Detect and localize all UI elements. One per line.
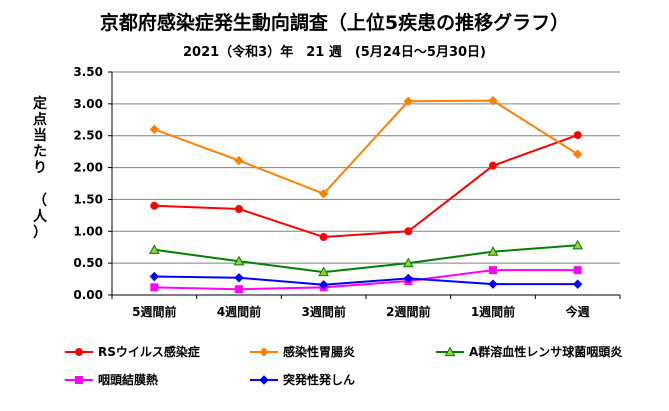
y-tick-label: 2.50 (73, 129, 103, 143)
x-tick-label: 1週間前 (471, 304, 515, 319)
chart-subtitle: 2021（令和3）年 21 週 (5月24日～5月30日) (183, 45, 486, 60)
legend-item: 感染性胃腸炎 (250, 344, 355, 359)
chart-title: 京都府感染症発生動向調査（上位5疾患の推移グラフ） (99, 12, 570, 34)
legend-item: 咽頭結膜熱 (65, 372, 158, 387)
y-tick-label: 2.00 (73, 161, 103, 175)
legend-label: 突発性発しん (283, 372, 355, 387)
data-point (235, 204, 243, 213)
legend-label: 咽頭結膜熱 (98, 372, 158, 387)
series-line (154, 275, 578, 286)
data-point (150, 201, 159, 210)
data-point (318, 280, 329, 290)
data-point (234, 155, 244, 166)
legend-label: 感染性胃腸炎 (283, 344, 355, 359)
y-tick-labels: 0.00 0.50 1.00 1.50 2.00 2.50 3.00 3.50 (73, 65, 103, 302)
data-point (572, 239, 584, 250)
series-line (154, 244, 578, 274)
data-point (573, 131, 582, 140)
y-tick-label: 1.50 (73, 192, 103, 206)
grid-lines (108, 71, 620, 296)
data-point (318, 266, 330, 277)
y-axis-label: 定点当たり (33, 95, 47, 176)
y-axis-title: 定点当たり （人） (33, 95, 48, 241)
data-point (487, 246, 499, 256)
data-point (149, 124, 160, 135)
data-point (573, 266, 582, 275)
series-1 (149, 95, 583, 199)
series-group (148, 95, 584, 294)
data-point (572, 279, 583, 289)
series-line (153, 99, 579, 195)
y-tick-label: 0.00 (73, 288, 103, 302)
legend-marker (444, 346, 456, 357)
legend-marker (259, 375, 269, 385)
series-4 (149, 271, 583, 290)
data-point (489, 266, 497, 275)
data-point (403, 96, 414, 107)
legend-item: 突発性発しん (250, 372, 355, 387)
data-point (319, 233, 328, 242)
data-point (572, 149, 583, 159)
data-point (489, 161, 497, 170)
legend-label: RSウイルス感染症 (98, 344, 200, 359)
data-point (403, 273, 414, 284)
x-tick-label: 2週間前 (386, 304, 430, 319)
y-axis-unit: （人） (33, 193, 48, 241)
data-point (318, 188, 329, 199)
y-tick-label: 3.00 (73, 97, 103, 111)
series-line (154, 134, 579, 239)
series-3 (150, 266, 582, 294)
data-point (488, 279, 498, 289)
data-point (233, 255, 245, 266)
legend-label: A群溶血性レンサ球菌咽頭炎 (469, 344, 622, 359)
x-tick-label: 5週間前 (132, 304, 176, 319)
legend-marker (259, 347, 269, 357)
x-tick-label: 4週間前 (217, 304, 261, 319)
y-tick-label: 0.50 (73, 256, 103, 270)
data-point (234, 273, 244, 283)
data-point (488, 95, 498, 106)
data-point (404, 227, 413, 236)
y-tick-label: 3.50 (73, 65, 103, 79)
series-line (154, 269, 578, 291)
x-tick-label: 3週間前 (301, 304, 345, 319)
data-point (402, 257, 414, 268)
series-0 (150, 131, 582, 242)
x-tick-label: 今週 (565, 304, 590, 319)
legend-item: RSウイルス感染症 (65, 344, 200, 359)
data-point (148, 244, 160, 254)
legend-marker (75, 376, 83, 384)
x-tick-labels: 5週間前 4週間前 3週間前 2週間前 1週間前 今週 (111, 295, 621, 319)
data-point (149, 271, 160, 282)
legend-marker (75, 348, 83, 356)
data-point (235, 285, 243, 294)
series-2 (148, 239, 584, 277)
data-point (150, 283, 159, 292)
axes (111, 72, 620, 296)
legend-item: A群溶血性レンサ球菌咽頭炎 (436, 344, 622, 359)
y-tick-label: 1.00 (73, 224, 103, 238)
